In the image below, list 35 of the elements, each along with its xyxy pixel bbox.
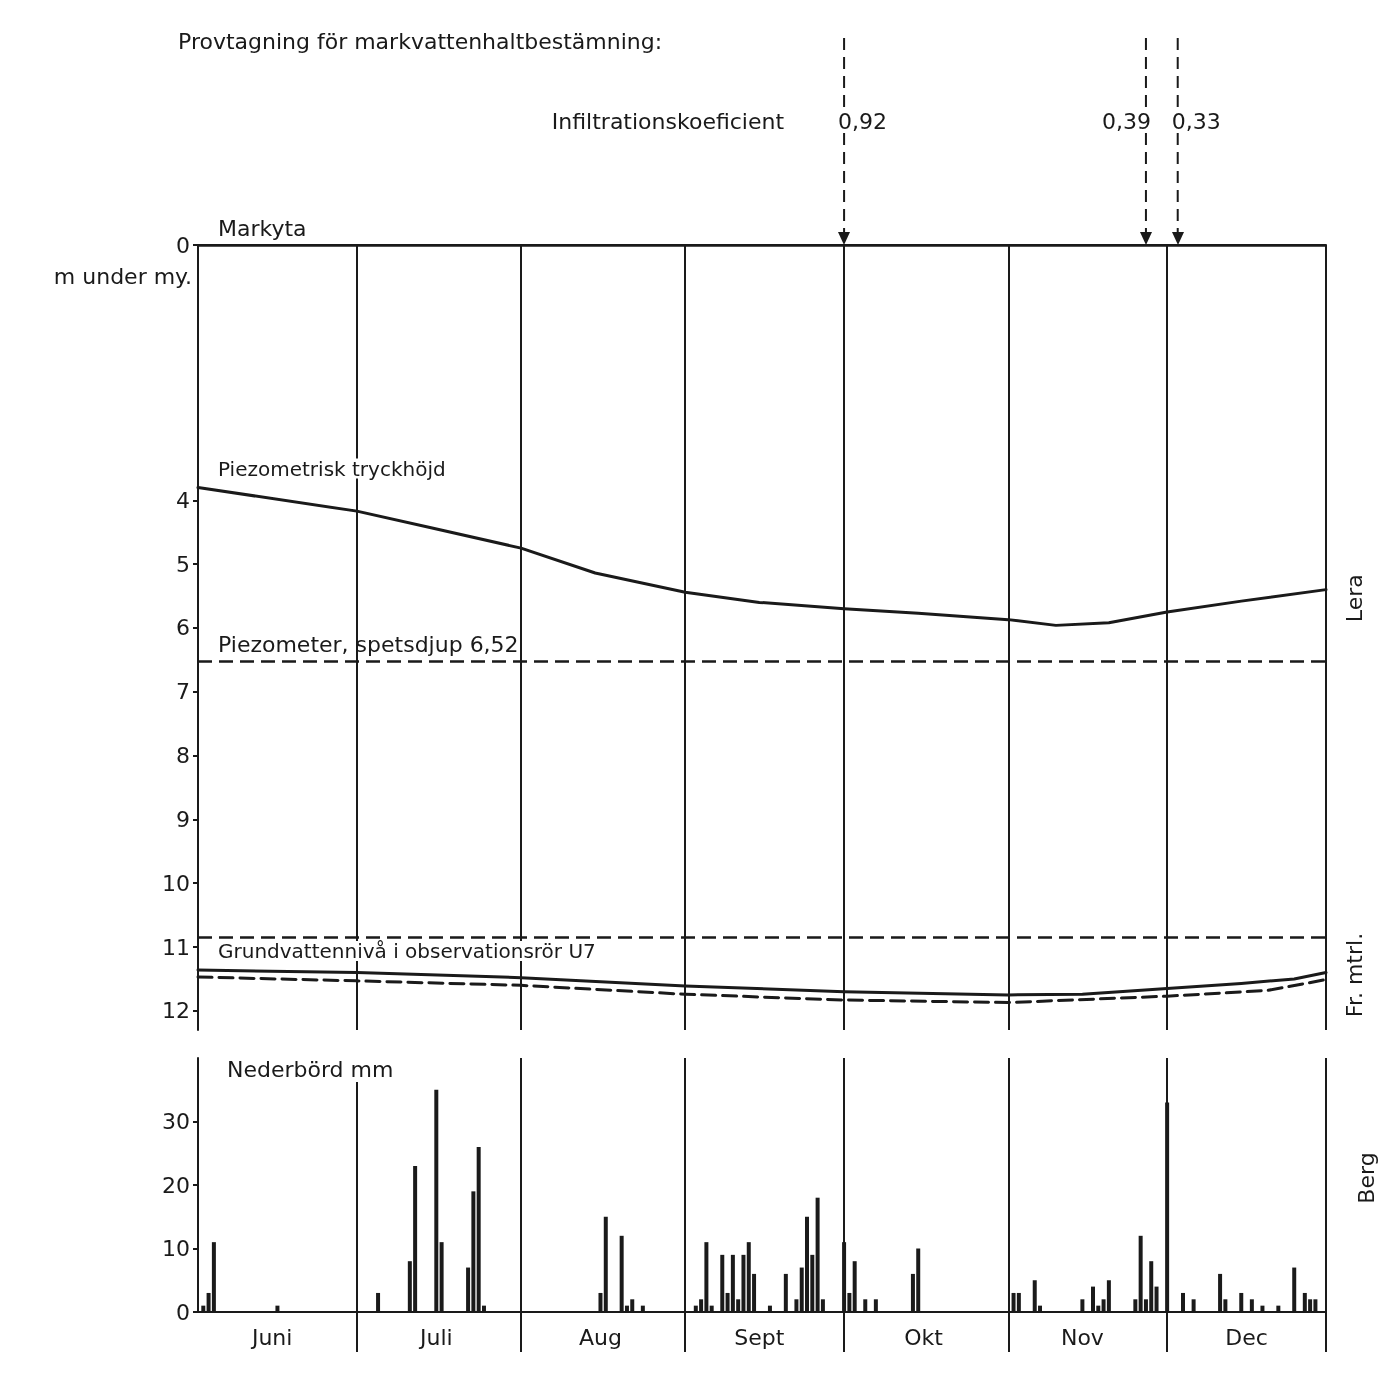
y-tick-label: 5 bbox=[176, 551, 190, 577]
y-tick-label: 0 bbox=[176, 232, 190, 258]
y-tick-label: 0 bbox=[176, 1299, 190, 1325]
x-tick-label: Okt bbox=[904, 1324, 944, 1350]
text: Provtagning för markvattenhaltbestämning: bbox=[178, 28, 663, 54]
text: Berg bbox=[1353, 1152, 1379, 1204]
y-tick-label: 7 bbox=[176, 679, 190, 705]
ref-line-label: 0,33 bbox=[1171, 108, 1221, 134]
text: Infiltrationskoeficient bbox=[551, 108, 785, 134]
x-tick-label: Juli bbox=[417, 1324, 453, 1350]
ref-line-label: 0,92 bbox=[838, 108, 888, 134]
y-tick-label: 10 bbox=[162, 1236, 190, 1261]
series-label: Piezometrisk tryckhöjd bbox=[218, 456, 446, 481]
x-tick-label: Nov bbox=[1060, 1324, 1104, 1350]
x-tick-label: Aug bbox=[578, 1324, 622, 1350]
x-tick-label: Dec bbox=[1225, 1324, 1268, 1350]
ref-line-label: Piezometer, spetsdjup 6,52 bbox=[218, 631, 519, 657]
chart-title: Nederbörd mm bbox=[227, 1056, 394, 1082]
y-tick-label: 6 bbox=[176, 615, 190, 641]
ref-line-label: 0,39 bbox=[1101, 108, 1151, 134]
x-tick-label: Sept bbox=[734, 1324, 785, 1350]
series-label: Grundvattennivå i observationsrör U7 bbox=[218, 939, 596, 964]
y-tick-label: 11 bbox=[162, 934, 190, 960]
y-tick-label: 8 bbox=[176, 743, 190, 769]
y-axis-title: m under my. bbox=[53, 263, 192, 289]
ref-line-label: Markyta bbox=[218, 215, 307, 241]
text: Fr. mtrl. bbox=[1341, 932, 1367, 1018]
y-tick-label: 30 bbox=[162, 1109, 190, 1134]
y-tick-label: 20 bbox=[162, 1172, 190, 1198]
y-tick-label: 9 bbox=[176, 806, 190, 832]
y-tick-label: 4 bbox=[176, 487, 190, 513]
y-tick-label: 10 bbox=[162, 870, 190, 896]
x-tick-label: Juni bbox=[249, 1324, 293, 1350]
y-tick-label: 12 bbox=[162, 998, 190, 1024]
text: Lera bbox=[1341, 574, 1367, 623]
